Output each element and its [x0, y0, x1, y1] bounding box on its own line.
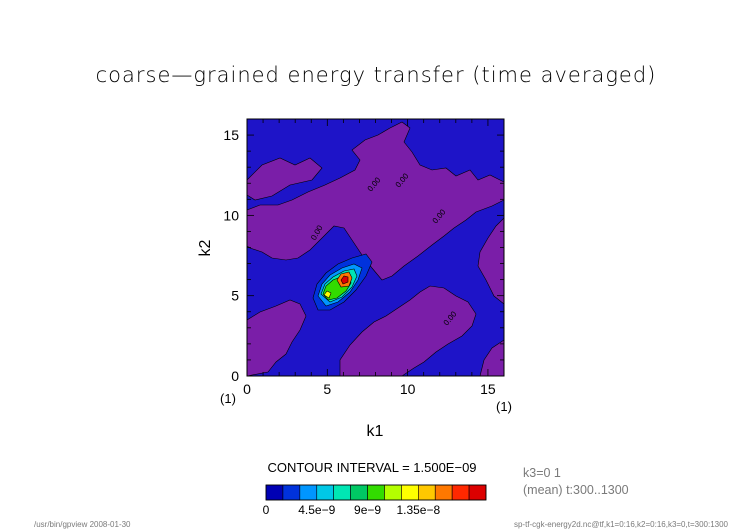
contour-level-2b: [323, 290, 332, 299]
x-axis: 0 5 10 15: [243, 119, 505, 397]
x-tick-label: 15: [480, 381, 496, 397]
y-tick-label: 15: [223, 127, 239, 143]
y-index-label: (1): [220, 391, 236, 406]
colorbar: [265, 484, 487, 501]
y-tick-label: 5: [231, 288, 239, 304]
y-axis: 0 5 10 15: [223, 118, 504, 384]
region-right-edge: [477, 217, 505, 305]
x-axis-label: k1: [367, 423, 384, 440]
low-value-regions: [246, 121, 505, 377]
colorbar-label: 9e−9: [354, 503, 381, 517]
colorbar-labels: 0 4.5e−9 9e−9 1.35e−8: [263, 503, 441, 517]
axis-info-line2: (mean) t:300..1300: [523, 483, 629, 497]
colorbar-swatch: [282, 484, 301, 501]
colorbar-swatch: [333, 484, 351, 501]
colorbar-swatch: [367, 484, 385, 501]
colorbar-swatch: [468, 484, 487, 501]
x-tick-label: 5: [323, 381, 331, 397]
colorbar-swatch: [418, 484, 436, 501]
x-index-end-label: (1): [496, 399, 512, 414]
colorbar-label: 1.35e−8: [396, 503, 440, 517]
y-axis-label: k2: [197, 239, 214, 256]
colorbar-swatch: [350, 484, 368, 501]
colorbar-swatch: [451, 484, 470, 501]
colorbar-label: 4.5e−9: [298, 503, 335, 517]
colorbar-swatch: [316, 484, 334, 501]
colorbar-swatch: [401, 484, 419, 501]
footer-left: /usr/bin/gpview 2008-01-30: [34, 520, 131, 529]
colorbar-frame: [265, 484, 487, 501]
x-tick-label: 10: [400, 381, 416, 397]
y-tick-label: 0: [231, 368, 239, 384]
x-tick-label: 0: [243, 381, 251, 397]
footer-right: sp-tf-cgk-energy2d.nc@tf,k1=0:16,k2=0:16…: [514, 520, 729, 529]
colorbar-swatch: [384, 484, 402, 501]
region-bottom-left: [246, 299, 307, 377]
contour-level-6: [340, 275, 349, 285]
plot-area: 0.000.000.000.000.00: [246, 118, 505, 377]
region-top-left: [246, 157, 323, 201]
y-tick-label: 10: [223, 207, 239, 223]
axis-info-line1: k3=0 1: [523, 466, 561, 480]
peak-contours: [312, 253, 373, 311]
contour-interval: CONTOUR INTERVAL = 1.500E−09: [267, 460, 476, 475]
chart-title: coarse—grained energy transfer (time ave…: [96, 63, 657, 87]
colorbar-swatch: [265, 484, 284, 501]
colorbar-label: 0: [263, 503, 270, 517]
colorbar-swatch: [299, 484, 318, 501]
colorbar-swatch: [434, 484, 453, 501]
region-lower-middle: [339, 285, 477, 377]
